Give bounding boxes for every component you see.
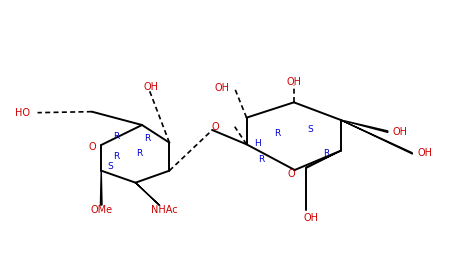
Text: H: H xyxy=(254,139,260,148)
Polygon shape xyxy=(136,183,160,206)
Text: R: R xyxy=(113,152,119,161)
Text: OH: OH xyxy=(417,148,432,158)
Text: S: S xyxy=(308,125,313,134)
Text: HO: HO xyxy=(14,108,30,118)
Text: S: S xyxy=(107,162,113,171)
Text: OH: OH xyxy=(286,77,301,87)
Text: R: R xyxy=(258,155,264,164)
Text: OH: OH xyxy=(215,83,230,93)
Polygon shape xyxy=(306,151,341,168)
Text: R: R xyxy=(136,149,142,158)
Text: NHAc: NHAc xyxy=(151,205,177,215)
Text: OH: OH xyxy=(144,82,158,92)
Text: OMe: OMe xyxy=(90,205,112,215)
Text: R: R xyxy=(274,129,281,138)
Polygon shape xyxy=(341,120,388,133)
Polygon shape xyxy=(101,171,102,205)
Text: O: O xyxy=(211,122,219,132)
Text: R: R xyxy=(144,134,150,143)
Text: O: O xyxy=(88,142,96,152)
Text: R: R xyxy=(113,132,119,141)
Text: R: R xyxy=(323,149,330,158)
Polygon shape xyxy=(341,120,413,154)
Text: O: O xyxy=(288,169,295,179)
Text: OH: OH xyxy=(304,213,319,223)
Text: OH: OH xyxy=(393,127,408,137)
